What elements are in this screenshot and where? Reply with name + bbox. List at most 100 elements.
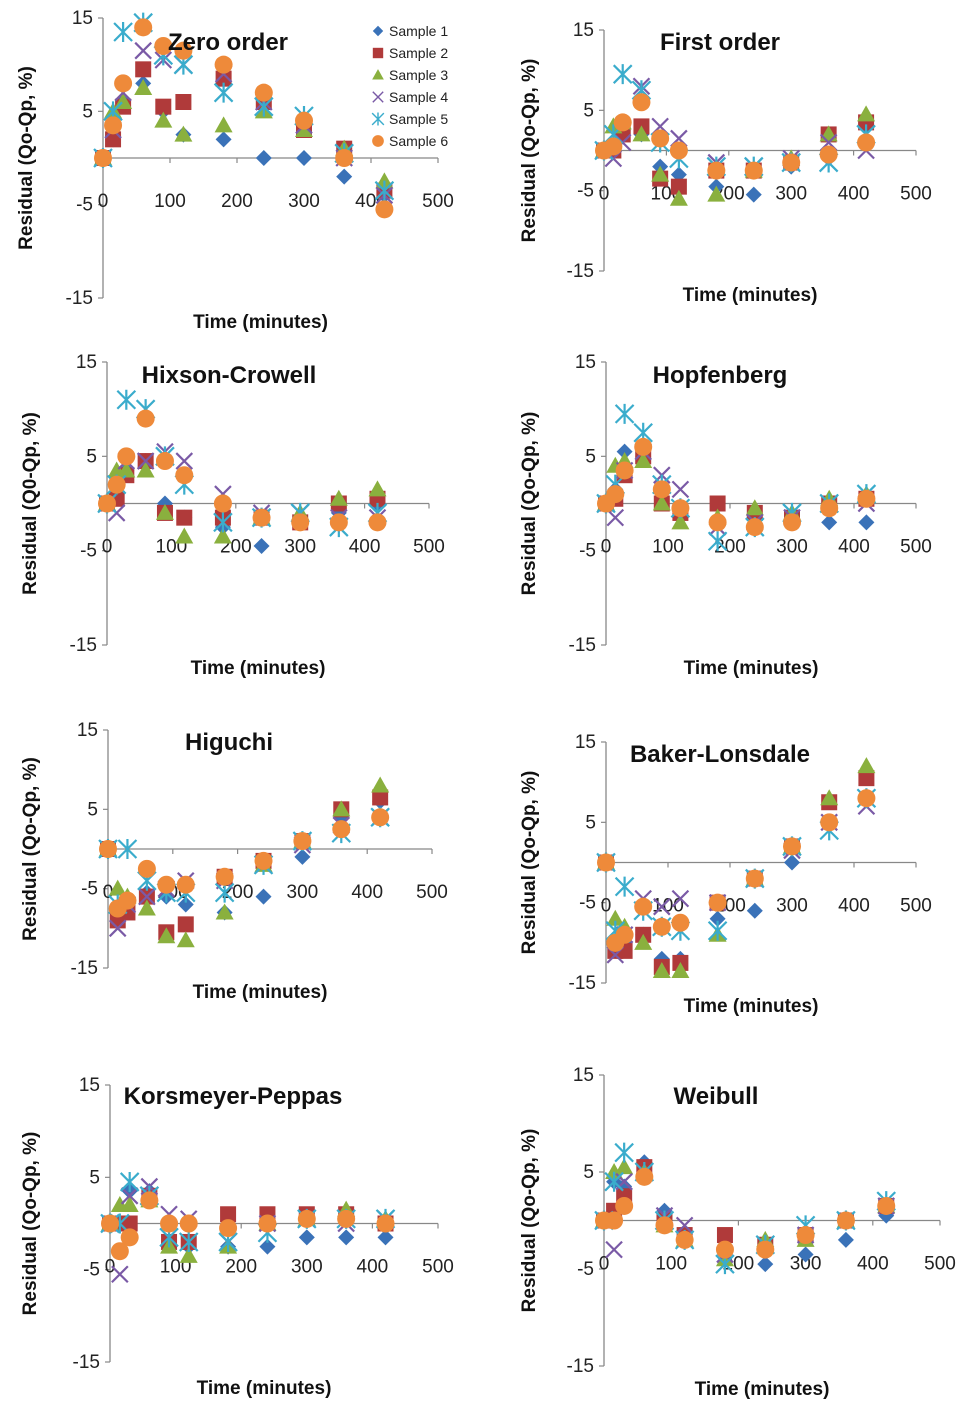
data-point	[175, 452, 194, 470]
y-tick-label: -15	[569, 635, 596, 656]
x-axis-label: Time (minutes)	[695, 1379, 830, 1400]
data-point	[215, 903, 234, 920]
data-point	[671, 499, 690, 518]
y-tick-label: 5	[585, 446, 596, 467]
series-sample-3	[597, 757, 876, 978]
data-point	[653, 897, 671, 916]
data-point	[819, 145, 838, 164]
data-point	[670, 166, 687, 183]
y-tick-label: -5	[579, 541, 596, 562]
data-point	[176, 931, 195, 948]
data-point	[671, 513, 690, 530]
data-point	[215, 70, 232, 87]
data-point	[746, 902, 763, 919]
data-point	[783, 837, 801, 856]
y-axis-label: Residual (Qo-Qp, %)	[16, 66, 37, 250]
data-point	[670, 178, 687, 195]
x-axis-label: Time (minutes)	[193, 312, 328, 333]
y-tick-label: 15	[573, 1065, 594, 1086]
x-tick-label: 500	[416, 882, 448, 903]
data-point	[715, 1240, 734, 1259]
data-point	[671, 889, 690, 908]
data-point	[255, 150, 272, 166]
data-point	[634, 897, 653, 916]
data-point	[796, 1226, 815, 1245]
x-tick-label: 400	[838, 537, 870, 558]
data-point	[117, 461, 136, 478]
data-point	[155, 452, 174, 471]
data-point	[134, 79, 153, 95]
x-tick-label: 200	[714, 537, 746, 558]
data-point	[253, 537, 270, 554]
data-point	[634, 452, 653, 469]
x-tick-label: 400	[351, 882, 383, 903]
data-point	[784, 854, 800, 871]
legend-entry-sample-4: Sample 4	[389, 89, 448, 105]
data-point	[293, 832, 312, 851]
x-tick-label: 400	[838, 184, 870, 205]
x-tick-label: 0	[599, 1254, 610, 1275]
x-tick-label: 400	[838, 896, 870, 917]
x-tick-label: 500	[900, 896, 932, 917]
data-point	[744, 161, 763, 180]
data-point	[615, 925, 634, 944]
data-point	[298, 1229, 315, 1246]
data-point	[118, 891, 137, 910]
x-tick-label: 300	[288, 191, 320, 212]
data-point	[597, 853, 615, 872]
data-point	[371, 776, 390, 793]
legend-marker	[371, 112, 385, 126]
y-tick-label: -15	[70, 635, 97, 656]
data-point	[613, 113, 632, 132]
data-point	[375, 172, 394, 189]
data-point	[375, 200, 394, 219]
legend-marker	[372, 135, 384, 147]
data-point	[179, 1246, 198, 1263]
data-point	[857, 789, 876, 808]
data-point	[606, 909, 625, 926]
x-tick-label: 0	[599, 184, 610, 205]
x-tick-label: 300	[291, 1257, 323, 1278]
y-tick-label: 15	[79, 1075, 100, 1096]
data-point	[140, 1191, 159, 1210]
y-tick-label: -5	[577, 1259, 594, 1280]
series-sample-6	[595, 1167, 896, 1259]
data-point	[797, 1246, 814, 1263]
data-point	[337, 1209, 356, 1228]
panel-baker-lonsdale: 155-5-150 100 200 300 400 500Baker-LonsdaleTi…	[519, 732, 932, 1017]
data-point	[220, 1206, 237, 1223]
data-point	[669, 141, 688, 160]
data-point	[606, 508, 625, 527]
data-point	[332, 800, 351, 817]
x-tick-label: 0	[601, 537, 612, 558]
panel-hopfenberg: 15 5 -5 -15 0 100 200 300 400 500 Hopfenberg Time (…	[519, 352, 932, 679]
y-axis-label: Residual (Qo-Qp, %)	[20, 757, 41, 941]
panel-title: Hixson-Crowell	[142, 362, 317, 389]
x-tick-label: 0	[98, 191, 109, 212]
data-point	[837, 1231, 854, 1248]
data-point	[783, 513, 801, 532]
data-point	[708, 513, 727, 532]
data-point	[820, 789, 839, 806]
data-point	[372, 789, 389, 806]
data-point	[107, 475, 126, 494]
series-sample-5	[596, 403, 877, 552]
data-point	[782, 153, 801, 172]
y-tick-label: 5	[82, 101, 93, 122]
data-point	[652, 917, 671, 936]
data-point	[606, 485, 625, 504]
data-point	[157, 927, 176, 944]
data-point	[377, 1229, 394, 1246]
x-tick-label: 500	[422, 1257, 454, 1278]
series-sample-6	[595, 93, 876, 180]
x-axis-label: Time (minutes)	[197, 1378, 332, 1399]
data-point	[857, 757, 876, 774]
data-point	[99, 840, 117, 858]
data-point	[709, 495, 726, 512]
y-tick-label: 15	[76, 352, 97, 373]
data-point	[175, 94, 192, 110]
data-point	[254, 851, 273, 870]
